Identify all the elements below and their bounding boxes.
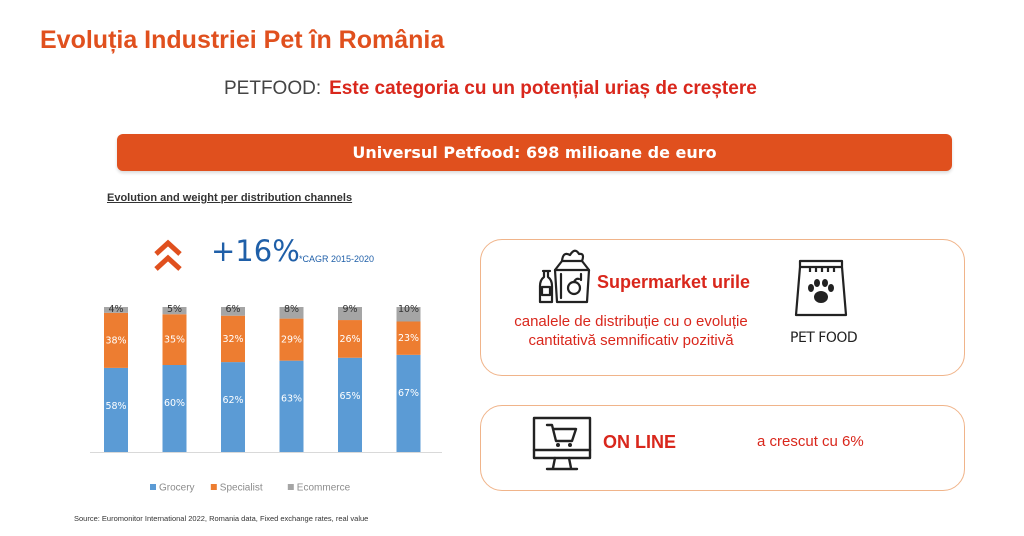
data-label-ecommerce-4: 8% (284, 304, 299, 315)
online-description: a crescut cu 6% (757, 433, 864, 450)
bar-grocery-5 (338, 357, 362, 452)
bar-specialist-4 (279, 318, 304, 361)
page-title: Evoluția Industriei Pet în România (40, 26, 445, 54)
supermarket-description: canalele de distribuție cu o evoluție ca… (514, 313, 748, 349)
chart-caption: Evolution and weight per distribution ch… (107, 192, 353, 204)
data-label-ecommerce-2: 5% (167, 304, 182, 315)
data-label-ecommerce-6: 10% (398, 304, 419, 315)
cagr-value: +16% (211, 234, 300, 268)
bar-grocery-6 (396, 354, 421, 452)
bar-specialist-2 (162, 314, 187, 365)
bar-ecommerce-2 (162, 307, 187, 315)
market-size-banner: Universul Petfood: 698 milioane de euro (117, 134, 952, 171)
legend-label-specialist: Specialist (220, 483, 263, 494)
bar-grocery-1 (104, 367, 128, 452)
data-label-grocery-3: 62% (222, 395, 243, 406)
legend-label-ecommerce: Ecommerce (297, 483, 351, 494)
legend-swatch-ecommerce (287, 484, 294, 490)
computer-cart-icon (532, 416, 592, 471)
bar-grocery-3 (221, 362, 245, 452)
data-label-ecommerce-3: 6% (225, 304, 240, 315)
bar-grocery-4 (279, 360, 304, 452)
data-label-specialist-4: 29% (281, 335, 302, 346)
bar-grocery-2 (162, 365, 187, 452)
bar-specialist-6 (396, 321, 421, 355)
data-label-specialist-2: 35% (164, 335, 185, 346)
grocery-bag-icon (538, 249, 591, 304)
bar-specialist-1 (104, 312, 128, 368)
bar-specialist-3 (221, 315, 245, 363)
bar-ecommerce-6 (396, 307, 421, 322)
data-label-specialist-5: 26% (339, 334, 360, 345)
legend-swatch-grocery (150, 484, 156, 490)
subtitle: PETFOOD: Este categoria cu un potențial u… (224, 78, 757, 100)
data-label-ecommerce-1: 4% (108, 304, 123, 315)
subtitle-text: Este categoria cu un potențial uriaș de … (329, 78, 757, 99)
data-label-grocery-6: 67% (398, 388, 419, 399)
bar-ecommerce-4 (279, 307, 304, 319)
online-title: ON LINE (603, 432, 677, 452)
subtitle-prefix: PETFOOD: (224, 78, 322, 99)
distribution-channel-chart: 58% 38% 4% 60% 35% 5% 62% 32% 6% 63% 29% 8% 65% 26% 9%… (90, 304, 442, 494)
data-label-grocery-5: 65% (339, 391, 360, 402)
data-label-grocery-1: 58% (105, 401, 126, 412)
legend-swatch-specialist (210, 484, 217, 490)
bar-ecommerce-1 (104, 307, 128, 313)
data-label-specialist-3: 32% (222, 334, 243, 345)
data-label-grocery-4: 63% (281, 394, 302, 405)
source-note: Source: Euromonitor International 2022, … (74, 514, 369, 523)
online-card (480, 405, 965, 491)
legend-label-grocery: Grocery (159, 483, 195, 494)
data-label-grocery-2: 60% (164, 398, 185, 409)
data-label-ecommerce-5: 9% (342, 304, 357, 315)
pet-food-bag-icon (794, 259, 848, 317)
pet-food-label: PET FOOD (790, 330, 858, 346)
data-label-specialist-6: 23% (398, 333, 419, 344)
cagr-note: *CAGR 2015-2020 (299, 254, 375, 264)
data-label-specialist-1: 38% (105, 335, 126, 346)
bar-ecommerce-5 (338, 307, 362, 321)
chart-legend: Grocery Specialist Ecommerce (150, 483, 351, 494)
supermarket-title: Supermarket urile (597, 272, 751, 292)
bar-specialist-5 (338, 320, 362, 358)
bar-ecommerce-3 (221, 307, 245, 316)
chart-bars: 58% 38% 4% 60% 35% 5% 62% 32% 6% 63% 29% 8% 65% 26% 9%… (90, 304, 442, 453)
banner-text: Universul Petfood: 698 milioane de euro (352, 143, 717, 162)
double-chevron-up-icon (154, 239, 182, 271)
